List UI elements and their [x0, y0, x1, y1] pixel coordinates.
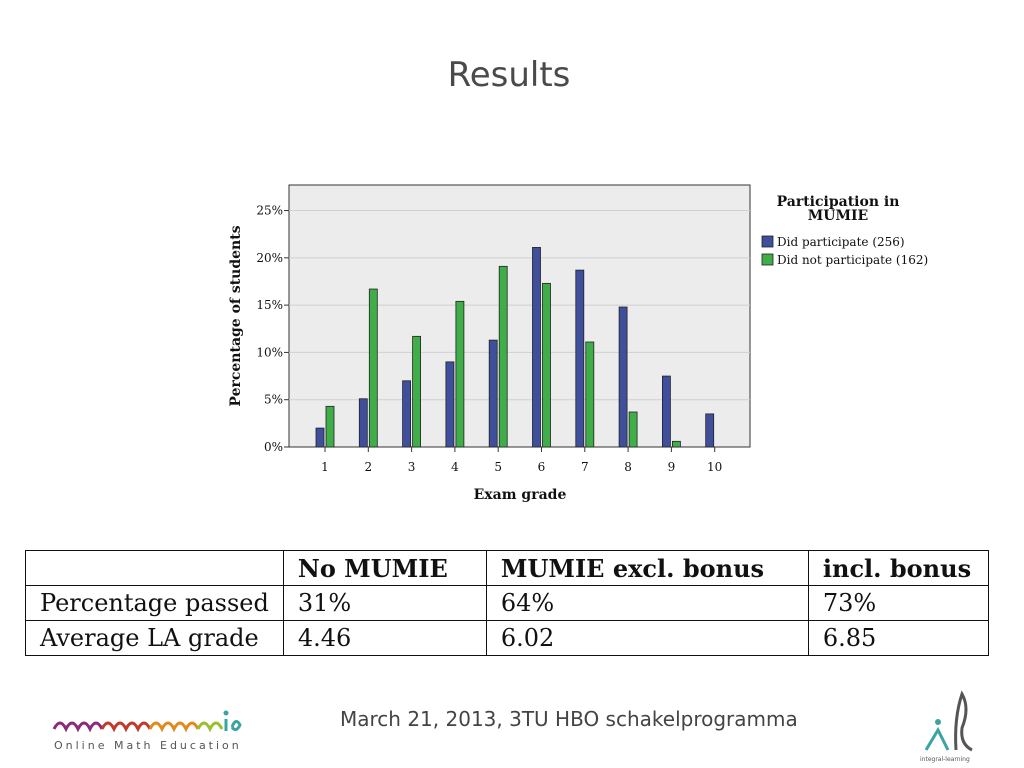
table-header-cell: MUMIE excl. bonus: [485, 550, 809, 586]
footer-text: March 21, 2013, 3TU HBO schakelprogramma: [340, 707, 798, 731]
bar-did-participate-5: [488, 339, 498, 448]
slide-title: Results: [447, 55, 571, 95]
legend-title-line-2: MUMIE: [808, 208, 868, 224]
bar-did-not-participate-2: [368, 288, 378, 448]
table-cell: Percentage passed: [25, 585, 284, 621]
table-header-cell: [25, 550, 284, 586]
table-cell: 6.02: [485, 620, 809, 656]
bar-did-not-participate-7: [585, 341, 595, 448]
bar-did-participate-9: [661, 375, 671, 448]
y-tick-label: 20%: [256, 251, 283, 265]
legend-label: Did participate (256): [777, 235, 905, 249]
bar-did-not-participate-6: [542, 282, 551, 448]
table-header-row: No MUMIE MUMIE excl. bonus incl. bonus: [25, 550, 990, 586]
bar-did-not-participate-1: [325, 405, 335, 448]
y-tick-label: 5%: [264, 393, 283, 407]
bar-did-participate-10: [705, 413, 715, 448]
bar-did-not-participate-8: [628, 411, 638, 448]
bar-did-participate-7: [575, 269, 585, 448]
bar-did-participate-2: [358, 398, 368, 448]
x-tick-label: 5: [494, 460, 502, 474]
bar-did-participate-3: [402, 380, 412, 448]
legend-label: Did not participate (162): [777, 253, 928, 267]
legend-swatch: [761, 253, 774, 266]
table-cell: 6.85: [807, 620, 990, 656]
x-tick-label: 4: [451, 460, 459, 474]
y-tick-label: 10%: [256, 345, 283, 359]
bar-chart: 0% 5% 10% 15% 20% 25% 1 2 3 4 5 6 7 8 9 10 Percentage …: [228, 184, 928, 503]
legend-swatch: [761, 235, 774, 248]
x-axis-label: Exam grade: [474, 487, 567, 503]
table-cell: 4.46: [282, 620, 487, 656]
table-row: Percentage passed 31% 64% 73%: [25, 585, 990, 621]
bar-did-not-participate-3: [412, 335, 422, 448]
table-cell: 31%: [282, 585, 487, 621]
bar-did-participate-1: [315, 427, 325, 448]
x-tick-label: 7: [581, 460, 589, 474]
integral-learning-logo: integral-learning: [918, 688, 984, 763]
bar-did-participate-4: [445, 361, 455, 448]
x-tick-label: 2: [364, 460, 372, 474]
x-tick-label: 8: [624, 460, 632, 474]
bar-did-not-participate-4: [455, 300, 465, 448]
integral-learning-icon: [924, 690, 973, 752]
bar-did-participate-8: [618, 306, 628, 448]
table-header-cell: No MUMIE: [282, 550, 487, 586]
table-cell: 73%: [807, 585, 990, 621]
x-tick-label: 9: [668, 460, 676, 474]
y-axis-label: Percentage of students: [228, 225, 244, 406]
table-cell: 64%: [485, 585, 809, 621]
mumie-tagline: Online Math Education: [54, 739, 242, 752]
x-tick-label: 1: [321, 460, 329, 474]
x-tick-label: 3: [408, 460, 416, 474]
y-tick-label: 15%: [256, 298, 283, 312]
y-tick-label: 25%: [256, 204, 283, 218]
x-tick-label: 6: [538, 460, 546, 474]
table-header-cell: incl. bonus: [807, 550, 990, 586]
mumie-logo: Online Math Education: [50, 705, 250, 752]
table-cell: Average LA grade: [25, 620, 284, 656]
mumie-wave-icon: [52, 710, 242, 733]
bar-did-participate-6: [532, 247, 541, 448]
bar-did-not-participate-5: [498, 265, 508, 448]
integral-learning-tagline: integral-learning: [920, 756, 970, 763]
results-table: No MUMIE MUMIE excl. bonus incl. bonus P…: [25, 550, 990, 656]
legend: Participation in MUMIE Did participate (…: [761, 194, 928, 267]
y-tick-label: 0%: [264, 440, 283, 454]
plot-area: [288, 184, 751, 448]
table-row: Average LA grade 4.46 6.02 6.85: [25, 620, 990, 656]
x-tick-label: 10: [707, 460, 722, 474]
legend-title-line-1: Participation in: [777, 194, 900, 210]
bar-did-not-participate-9: [671, 440, 681, 448]
